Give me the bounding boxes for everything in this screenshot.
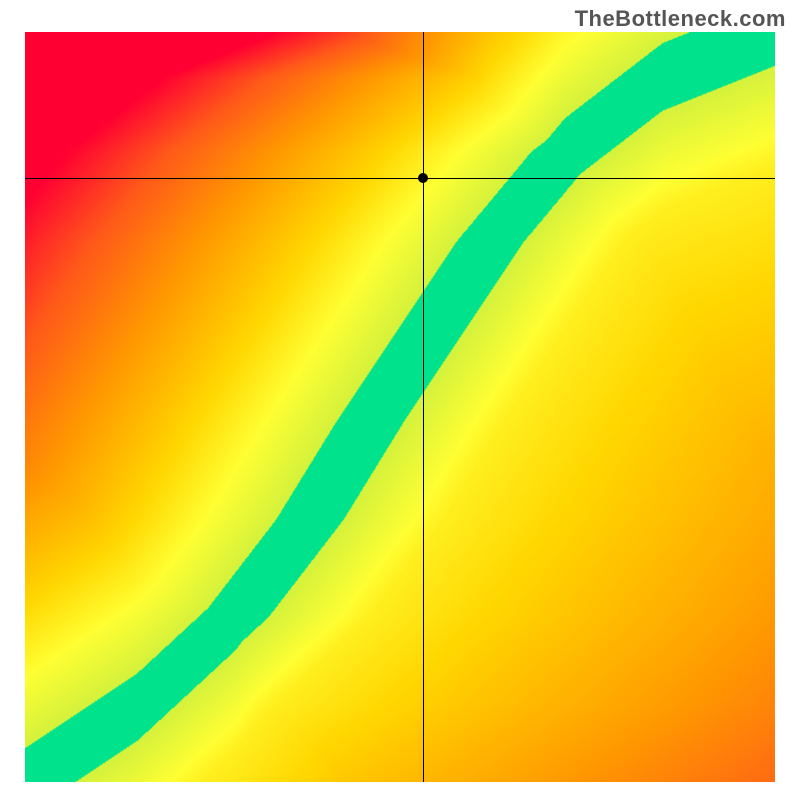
crosshair-horizontal bbox=[25, 178, 775, 179]
chart-container: TheBottleneck.com bbox=[0, 0, 800, 800]
crosshair-marker bbox=[418, 173, 428, 183]
watermark-text: TheBottleneck.com bbox=[575, 6, 786, 32]
heatmap-plot bbox=[25, 32, 775, 782]
crosshair-vertical bbox=[423, 32, 424, 782]
heatmap-canvas bbox=[25, 32, 775, 782]
